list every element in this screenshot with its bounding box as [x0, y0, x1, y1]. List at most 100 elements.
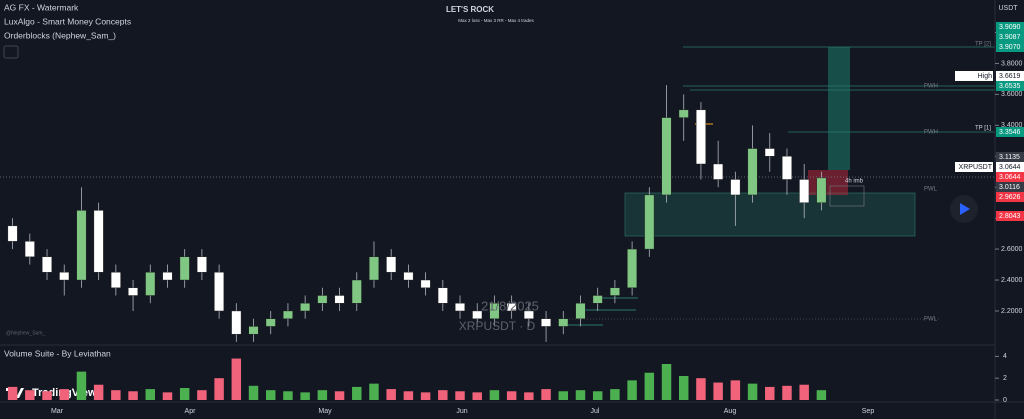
volume-bar: [696, 378, 706, 400]
price-label-box: [996, 127, 1024, 137]
candle-body: [644, 194, 655, 250]
price-label: 3.9090: [999, 24, 1021, 31]
candle-body: [747, 148, 758, 196]
candle-body: [661, 117, 672, 196]
level-label: 4h imb: [845, 179, 864, 185]
candle-body: [265, 318, 276, 327]
volume-bar: [420, 392, 431, 400]
candle-body: [179, 256, 190, 281]
candle-body: [799, 179, 810, 203]
volume-bar: [128, 391, 138, 400]
volume-bar: [592, 391, 603, 400]
price-tag-box: [955, 71, 993, 81]
volume-bar: [248, 385, 259, 400]
candle-body: [196, 256, 207, 273]
candle-body: [592, 295, 603, 304]
volume-bar: [42, 391, 52, 400]
candle-body: [816, 177, 827, 203]
volume-bar: [799, 384, 809, 400]
volume-bar: [386, 389, 396, 400]
subtitle: Max 2 loss - Max 3 RR - Max 4 trades: [458, 18, 534, 23]
price-label-box: [996, 192, 1024, 202]
candle-body: [678, 109, 689, 118]
y-tick-label: 3.4000: [1001, 122, 1023, 129]
x-tick-label: Mar: [51, 408, 64, 415]
price-label: 3.0644: [999, 174, 1021, 181]
volume-bar: [455, 391, 465, 400]
candle-body: [59, 272, 70, 281]
indicator-name: Orderblocks (Nephew_Sam_): [4, 30, 116, 40]
candle-body: [575, 303, 586, 319]
volume-bar: [93, 384, 104, 400]
candle-body: [351, 279, 362, 304]
candle-body: [420, 279, 431, 288]
volume-bar: [317, 390, 328, 400]
volume-bar: [162, 392, 173, 400]
candle-body: [7, 225, 18, 242]
level-label: TP [1]: [975, 126, 991, 132]
price-label: 3.9087: [999, 34, 1021, 41]
candle-body: [437, 287, 448, 304]
y-tick-label: 2.2000: [1001, 308, 1023, 315]
volume-bar: [214, 378, 224, 400]
order-block: [624, 192, 916, 237]
x-tick-label: Aug: [724, 408, 737, 415]
watermark-symbol: XRPUSDT · D: [459, 319, 536, 333]
x-tick-label: Sep: [862, 408, 875, 415]
volume-bar: [76, 371, 87, 400]
price-label: 2.9626: [999, 194, 1021, 201]
volume-bar: [283, 391, 293, 400]
author: @Nephew_Sam_: [6, 330, 45, 336]
candle-body: [386, 256, 397, 273]
volume-bar: [231, 358, 242, 400]
indicator-name: LuxAlgo - Smart Money Concepts: [4, 16, 131, 26]
price-label: 3.0644: [999, 164, 1021, 171]
volume-bar: [59, 389, 69, 400]
volume-bar: [782, 385, 792, 400]
price-pane: TP [2] PWH PWH TP [1] PWL PWL 4h imb: [0, 42, 995, 342]
candle-body: [42, 256, 52, 273]
price-label-box: [996, 32, 1024, 42]
y-tick-label: 2.4000: [1001, 277, 1023, 284]
volume-tick-label: 2: [1003, 375, 1007, 382]
price-tag: XRPUSDT: [959, 164, 993, 171]
y-tick-label: 3.8000: [1001, 60, 1023, 67]
candle-body: [609, 287, 620, 296]
watermark-date: 21/8/2025: [481, 298, 539, 313]
risk-zone: [808, 170, 848, 195]
volume-bar: [7, 386, 18, 400]
title: LET'S ROCK: [446, 5, 494, 14]
price-label-box: [996, 81, 1024, 91]
candle-body: [283, 310, 293, 319]
volume-bar: [300, 392, 310, 400]
price-label: 3.1135: [999, 154, 1020, 161]
candle-body: [248, 326, 259, 335]
candle-body: [730, 179, 741, 196]
volume-bar: [558, 391, 569, 400]
price-label: 3.0116: [999, 184, 1020, 191]
indicator-name: AG FX - Watermark: [4, 2, 79, 12]
candle-body: [764, 148, 775, 157]
volume-tick-label: 4: [1003, 353, 1007, 360]
candle-body: [231, 310, 242, 335]
level-label: PWL: [924, 187, 938, 193]
price-label-box: [996, 22, 1024, 32]
level-label: PWH: [924, 130, 938, 136]
candle-body: [558, 318, 569, 327]
price-label: 3.9070: [999, 44, 1021, 51]
collapse-button[interactable]: [3, 45, 19, 59]
candle-body: [214, 272, 225, 312]
volume-bar: [644, 372, 655, 400]
candle-body: [300, 303, 311, 312]
volume-bar: [403, 391, 414, 400]
volume-bar: [145, 389, 156, 400]
volume-bar: [352, 386, 362, 400]
currency: USDT: [998, 5, 1018, 12]
y-tick-label: 3.6000: [1001, 91, 1023, 98]
price-label-box: [996, 172, 1024, 182]
x-tick-label: May: [318, 408, 332, 415]
candle-body: [162, 272, 173, 281]
volume-bar: [438, 390, 448, 400]
price-tag: High: [978, 73, 993, 80]
imb-box: [829, 185, 865, 207]
